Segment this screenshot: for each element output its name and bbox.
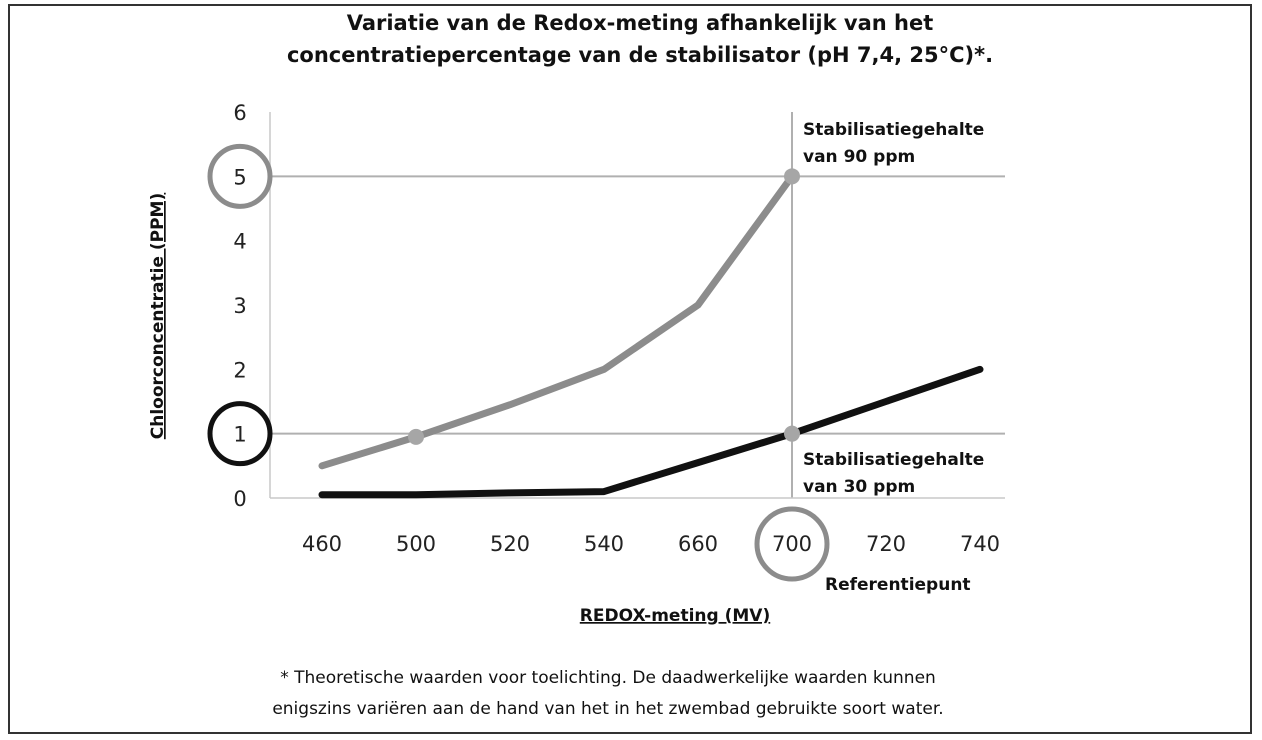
annotation-upper-line-2: van 90 ppm bbox=[803, 147, 915, 167]
axes bbox=[269, 112, 1005, 499]
reference-lines bbox=[270, 112, 1005, 498]
x-axis-title: REDOX-meting (MV) bbox=[580, 606, 770, 626]
footnote-line-2: enigszins variëren aan de hand van het i… bbox=[272, 699, 943, 719]
x-tick-label-500: 500 bbox=[396, 532, 436, 556]
highlight-point-2 bbox=[784, 425, 800, 442]
circled-ticks bbox=[207, 143, 830, 582]
highlight-point-0 bbox=[408, 428, 424, 445]
x-tick-label-660: 660 bbox=[678, 532, 718, 556]
y-tick-label-0: 0 bbox=[233, 487, 246, 511]
x-tick-label-700: 700 bbox=[772, 532, 812, 556]
annotation-lower-line-2: van 30 ppm bbox=[803, 477, 915, 497]
y-tick-label-2: 2 bbox=[233, 358, 246, 382]
y-axis-title: Chloorconcentratie (PPM) bbox=[148, 193, 168, 439]
y-tick-labels: 0 1 2 3 4 5 6 bbox=[233, 101, 246, 511]
footnote-line-1: * Theoretische waarden voor toelichting.… bbox=[280, 668, 936, 688]
annotation-reference-point: Referentiepunt bbox=[825, 575, 971, 595]
series-lines bbox=[318, 172, 984, 499]
circle-x-tick-700 bbox=[754, 506, 830, 582]
circle-y-tick-1 bbox=[207, 401, 273, 467]
chart-title-line-1: Variatie van de Redox-meting afhankelijk… bbox=[347, 11, 934, 35]
annotation-upper-line-1: Stabilisatiegehalte bbox=[803, 120, 984, 140]
x-tick-label-720: 720 bbox=[866, 532, 906, 556]
y-tick-label-1: 1 bbox=[233, 423, 246, 447]
y-tick-label-6: 6 bbox=[233, 101, 246, 125]
y-tick-label-4: 4 bbox=[233, 230, 246, 254]
circle-y-tick-5 bbox=[207, 143, 273, 209]
x-tick-labels: 460 500 520 540 660 700 720 740 bbox=[302, 532, 1000, 556]
x-tick-label-460: 460 bbox=[302, 532, 342, 556]
series-0-line bbox=[318, 172, 796, 470]
x-tick-label-540: 540 bbox=[584, 532, 624, 556]
highlight-points bbox=[408, 168, 800, 445]
chart-frame bbox=[8, 4, 1252, 734]
y-tick-label-3: 3 bbox=[233, 294, 246, 318]
annotation-lower-line-1: Stabilisatiegehalte bbox=[803, 450, 984, 470]
x-tick-label-740: 740 bbox=[960, 532, 1000, 556]
y-tick-label-5: 5 bbox=[233, 165, 246, 189]
series-1-line bbox=[318, 365, 984, 499]
x-tick-label-520: 520 bbox=[490, 532, 530, 556]
chart-title-line-2: concentratiepercentage van de stabilisat… bbox=[287, 43, 993, 67]
highlight-point-1 bbox=[784, 168, 800, 185]
